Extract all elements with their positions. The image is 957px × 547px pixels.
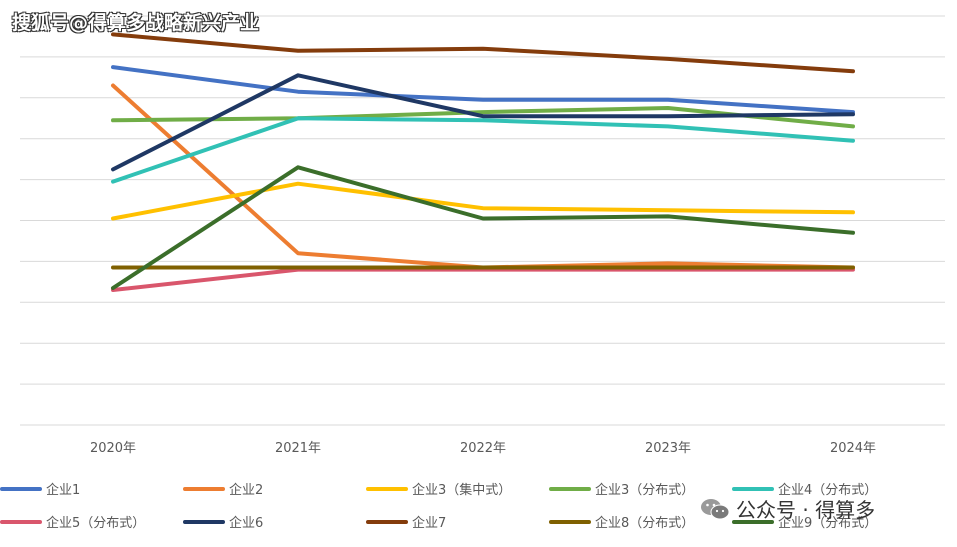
x-tick-label: 2022年 — [460, 441, 506, 456]
legend-label: 企业1 — [46, 482, 80, 498]
x-axis-ticks: 2020年 2021年 2022年 2023年 2024年 — [90, 441, 876, 456]
legend-item: 企业5（分布式） — [0, 515, 145, 531]
legend-label: 企业9（分布式） — [778, 515, 877, 531]
wechat-watermark: 公众号 · 得算多 — [700, 494, 875, 523]
legend-label: 企业3（集中式） — [412, 482, 511, 498]
x-tick-label: 2024年 — [830, 441, 876, 456]
legend-label: 企业5（分布式） — [46, 515, 145, 531]
legend-label: 企业7 — [412, 515, 446, 531]
legend-label: 企业6 — [229, 515, 263, 531]
series-line-6 — [111, 267, 855, 292]
legend-item: 企业3（分布式） — [549, 482, 694, 498]
legend-label: 企业3（分布式） — [595, 482, 694, 498]
legend-item: 企业8（分布式） — [549, 515, 694, 531]
series-line-1 — [111, 65, 855, 115]
x-tick-label: 2021年 — [275, 441, 321, 456]
grid — [20, 15, 945, 426]
legend-item: 企业1 — [0, 482, 80, 498]
series-line-7 — [111, 73, 855, 172]
series-line-5 — [111, 116, 855, 184]
series-line-8 — [111, 32, 855, 74]
wechat-icon — [701, 498, 730, 519]
legend-item: 企业7 — [366, 515, 446, 531]
series-line-10 — [111, 165, 855, 290]
x-tick-label: 2023年 — [645, 441, 691, 456]
legend-item: 企业4（分布式） — [732, 482, 877, 498]
legend-item: 企业3（集中式） — [366, 482, 511, 498]
series-lines — [111, 32, 855, 292]
legend-item: 企业9（分布式） — [732, 515, 877, 531]
legend-item: 企业2 — [183, 482, 263, 498]
legend-label: 企业8（分布式） — [595, 515, 694, 531]
series-line-3 — [111, 181, 855, 221]
x-tick-label: 2020年 — [90, 441, 136, 456]
source-watermark: 搜狐号@得算多战略新兴产业 — [12, 12, 260, 34]
legend: 企业1 企业2 企业3（集中式） 企业3（分布式） 企业4（分布式） 企业5（分布式） 企业… — [0, 482, 877, 531]
legend-label: 企业4（分布式） — [778, 482, 877, 498]
legend-item: 企业6 — [183, 515, 263, 531]
wechat-watermark-text: 公众号 · 得算多 — [736, 498, 876, 522]
legend-label: 企业2 — [229, 482, 263, 498]
